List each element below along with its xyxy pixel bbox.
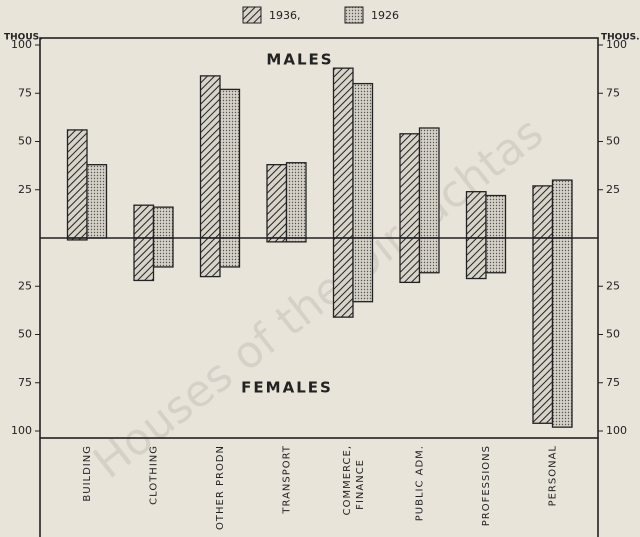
females-label: FEMALES bbox=[241, 379, 333, 397]
bar-male bbox=[465, 191, 487, 239]
y-tick-label: 25 bbox=[18, 183, 32, 196]
bar-male bbox=[86, 164, 108, 239]
bar-female bbox=[199, 237, 221, 278]
y-tick-label-right: 100 bbox=[606, 38, 627, 51]
bar-female bbox=[485, 237, 507, 274]
bar-male bbox=[152, 206, 174, 239]
unit-label-left: THOUS. bbox=[4, 33, 43, 43]
category-label: BUILDING bbox=[82, 445, 93, 502]
y-tick-label: 50 bbox=[18, 135, 32, 148]
y-tick-label: 100 bbox=[11, 424, 32, 437]
legend-label: 1936, bbox=[269, 9, 301, 22]
bar-female bbox=[465, 237, 487, 280]
bar-male bbox=[399, 133, 421, 239]
y-tick-label-right: 50 bbox=[606, 135, 620, 148]
bar-male bbox=[199, 75, 221, 239]
y-tick-label-right: 75 bbox=[606, 86, 620, 99]
y-tick-label: 75 bbox=[18, 376, 32, 389]
bar-female bbox=[551, 237, 573, 428]
bar-male bbox=[332, 67, 354, 239]
legend-swatch bbox=[242, 6, 262, 24]
category-label: TRANSPORT bbox=[282, 445, 293, 515]
bar-male bbox=[285, 162, 307, 239]
bar-male bbox=[532, 185, 554, 239]
bar-female bbox=[532, 237, 554, 424]
bar-male bbox=[485, 194, 507, 239]
y-tick-label-right: 25 bbox=[606, 183, 620, 196]
watermark: Houses of the Oireachtas bbox=[84, 107, 552, 489]
legend-swatch bbox=[344, 6, 364, 24]
y-tick-label: 100 bbox=[11, 38, 32, 51]
bar-male bbox=[352, 82, 374, 239]
bar-female bbox=[399, 237, 421, 284]
y-tick-label-right: 50 bbox=[606, 328, 620, 341]
bar-female bbox=[133, 237, 155, 282]
category-label: CLOTHING bbox=[149, 445, 160, 505]
bar-male bbox=[266, 164, 288, 239]
bar-male bbox=[66, 129, 88, 239]
y-tick-label: 25 bbox=[18, 279, 32, 292]
legend-label: 1926 bbox=[371, 9, 399, 22]
category-label: OTHER PRODN bbox=[215, 445, 226, 530]
category-label: PUBLIC ADM. bbox=[415, 445, 426, 521]
bar-female bbox=[152, 237, 174, 268]
y-tick-label-right: 100 bbox=[606, 424, 627, 437]
bar-female bbox=[418, 237, 440, 274]
bar-male bbox=[418, 127, 440, 239]
y-tick-label: 75 bbox=[18, 86, 32, 99]
y-tick-label-right: 75 bbox=[606, 376, 620, 389]
y-tick-label-right: 25 bbox=[606, 279, 620, 292]
category-label: COMMERCE, FINANCE bbox=[342, 445, 366, 515]
bar-female bbox=[352, 237, 374, 303]
bar-male bbox=[219, 88, 241, 239]
bar-male bbox=[551, 179, 573, 239]
bar-female bbox=[219, 237, 241, 268]
category-label: PROFESSIONS bbox=[481, 445, 492, 526]
category-label: PERSONAL bbox=[548, 445, 559, 506]
males-label: MALES bbox=[266, 51, 333, 69]
bar-female bbox=[332, 237, 354, 318]
y-tick-label: 50 bbox=[18, 328, 32, 341]
bar-male bbox=[133, 204, 155, 239]
unit-label-right: THOUS. bbox=[601, 33, 640, 43]
